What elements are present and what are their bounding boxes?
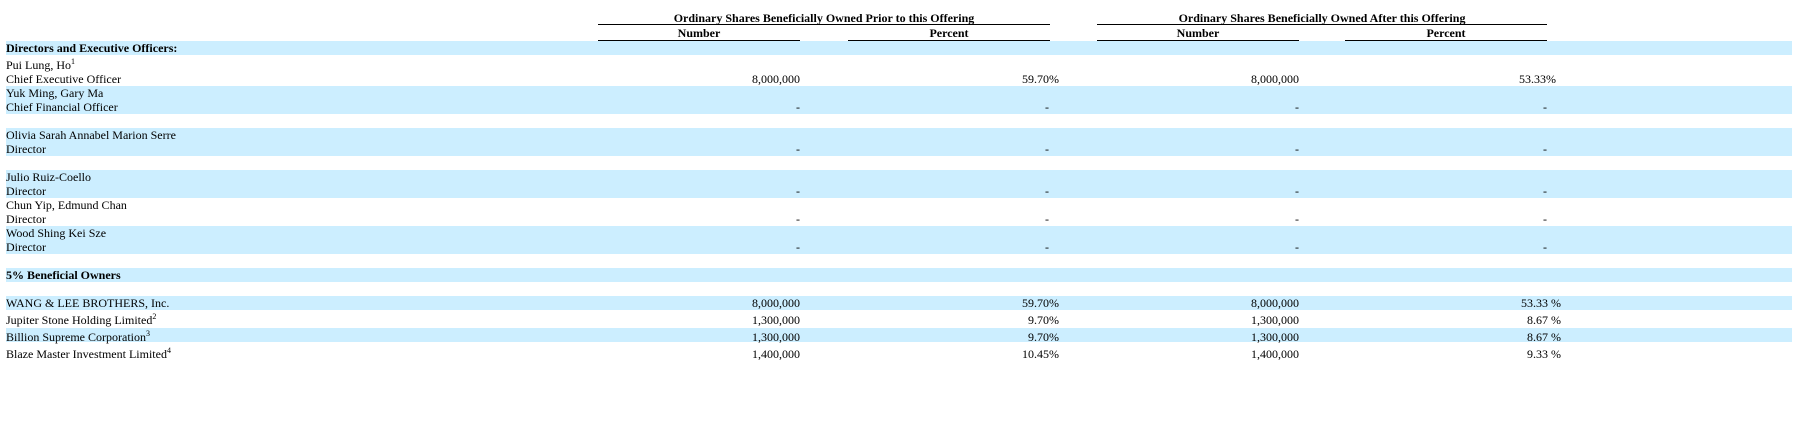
row-band: [6, 328, 1792, 342]
person-name: Wood Shing Kei Sze: [6, 226, 107, 240]
owner-name: Billion Supreme Corporation3: [6, 329, 150, 345]
owner-name: Jupiter Stone Holding Limited2: [6, 312, 157, 328]
column-header-percent-before: Percent: [929, 26, 969, 40]
person-title: Chief Executive Officer: [6, 72, 122, 86]
number-after: -: [1295, 142, 1299, 156]
row-band: [6, 170, 1792, 198]
percent-after: 8.67 %: [1527, 313, 1561, 327]
row-band: [6, 268, 1792, 282]
percent-before: -: [1045, 240, 1049, 254]
owner-name: Blaze Master Investment Limited4: [6, 346, 171, 362]
percent-before: -: [1045, 100, 1049, 114]
column-header-number-before: Number: [677, 26, 721, 40]
person-name: Yuk Ming, Gary Ma: [6, 86, 104, 100]
percent-before-rule: [848, 40, 1050, 41]
percent-after: 9.33 %: [1527, 347, 1561, 361]
number-before: 8,000,000: [752, 296, 800, 310]
number-after: 8,000,000: [1251, 72, 1299, 86]
percent-before: -: [1045, 142, 1049, 156]
number-before: -: [796, 142, 800, 156]
section-title-owners: 5% Beneficial Owners: [6, 268, 121, 282]
number-before: 1,300,000: [752, 330, 800, 344]
number-after: 1,300,000: [1251, 313, 1299, 327]
row-band: [6, 226, 1792, 254]
percent-before: -: [1045, 184, 1049, 198]
percent-before: 9.70%: [1028, 330, 1059, 344]
person-name: Olivia Sarah Annabel Marion Serre: [6, 128, 176, 142]
person-name: Chun Yip, Edmund Chan: [6, 198, 127, 212]
number-after: -: [1295, 240, 1299, 254]
column-header-percent-after: Percent: [1426, 26, 1466, 40]
number-after: 1,400,000: [1251, 347, 1299, 361]
row-band: [6, 128, 1792, 156]
percent-before: 59.70%: [1022, 72, 1059, 86]
number-before: 1,400,000: [752, 347, 800, 361]
percent-after: -: [1543, 240, 1547, 254]
percent-before: 59.70%: [1022, 296, 1059, 310]
percent-before: 9.70%: [1028, 313, 1059, 327]
number-before: 8,000,000: [752, 72, 800, 86]
row-band: [6, 296, 1792, 310]
person-name: Pui Lung, Ho1: [6, 57, 76, 73]
number-after-rule: [1097, 40, 1299, 41]
percent-after: 8.67 %: [1527, 330, 1561, 344]
number-before: -: [796, 240, 800, 254]
person-title: Director: [6, 212, 46, 226]
person-title: Chief Financial Officer: [6, 100, 118, 114]
number-after: 8,000,000: [1251, 296, 1299, 310]
column-header-number-after: Number: [1176, 26, 1220, 40]
number-after: -: [1295, 212, 1299, 226]
person-title: Director: [6, 240, 46, 254]
column-group-before: Ordinary Shares Beneficially Owned Prior…: [673, 11, 975, 25]
owner-name: WANG & LEE BROTHERS, Inc.: [6, 296, 170, 310]
number-before-rule: [598, 40, 800, 41]
footnote-marker: 1: [71, 57, 76, 66]
number-before: -: [796, 212, 800, 226]
number-before: -: [796, 100, 800, 114]
group-before-rule: [598, 24, 1050, 25]
percent-after: 53.33 %: [1521, 296, 1561, 310]
number-after: -: [1295, 184, 1299, 198]
percent-after-rule: [1345, 40, 1547, 41]
footnote-marker: 2: [152, 312, 157, 321]
group-after-rule: [1097, 24, 1547, 25]
column-group-after: Ordinary Shares Beneficially Owned After…: [1178, 11, 1466, 25]
percent-after: -: [1543, 212, 1547, 226]
footnote-marker: 3: [146, 329, 150, 338]
number-after: -: [1295, 100, 1299, 114]
percent-after: 53.33%: [1519, 72, 1556, 86]
number-before: -: [796, 184, 800, 198]
percent-after: -: [1543, 184, 1547, 198]
footnote-marker: 4: [166, 346, 171, 355]
number-after: 1,300,000: [1251, 330, 1299, 344]
person-title: Director: [6, 142, 46, 156]
number-before: 1,300,000: [752, 313, 800, 327]
percent-after: -: [1543, 142, 1547, 156]
percent-after: -: [1543, 100, 1547, 114]
person-title: Director: [6, 184, 46, 198]
percent-before: 10.45%: [1022, 347, 1059, 361]
percent-before: -: [1045, 212, 1049, 226]
section-title-directors: Directors and Executive Officers:: [6, 41, 178, 55]
row-band: [6, 86, 1792, 114]
row-band: [6, 41, 1792, 55]
person-name: Julio Ruiz-Coello: [6, 170, 91, 184]
